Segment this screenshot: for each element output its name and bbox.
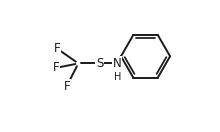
Text: F: F (63, 79, 70, 93)
Text: S: S (96, 57, 103, 70)
Text: H: H (114, 72, 121, 82)
Text: F: F (54, 42, 60, 55)
Text: N: N (113, 57, 121, 70)
Text: F: F (52, 61, 59, 74)
